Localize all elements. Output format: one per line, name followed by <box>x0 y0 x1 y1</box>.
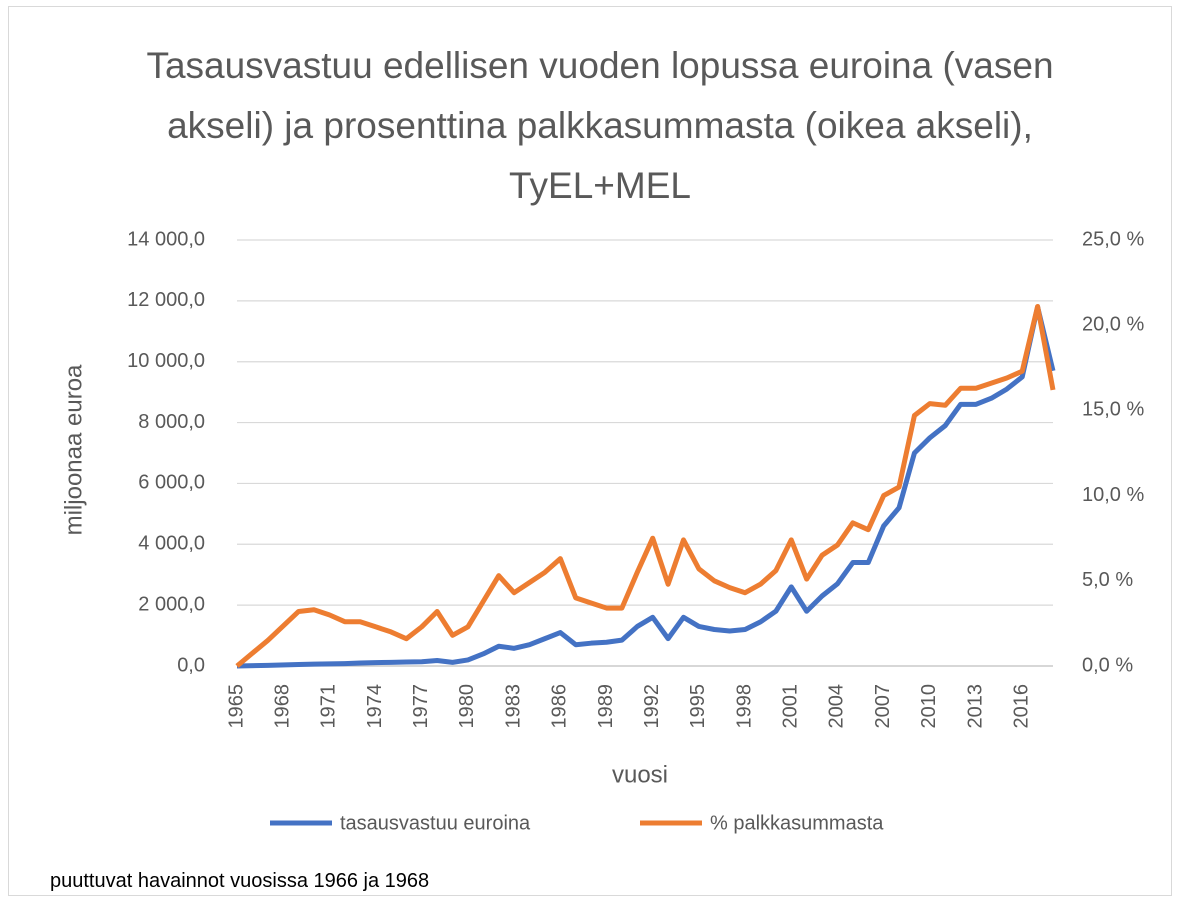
y-tick-label: 12 000,0 <box>127 289 205 311</box>
y-tick-label: 14 000,0 <box>127 228 205 250</box>
footnote: puuttuvat havainnot vuosissa 1966 ja 196… <box>50 870 430 892</box>
x-axis-label: vuosi <box>612 761 668 788</box>
y-tick-label: 2 000,0 <box>138 593 205 615</box>
y-tick-label: 0,0 <box>177 654 205 676</box>
x-tick-label: 1989 <box>595 684 617 729</box>
y2-tick-label: 10,0 % <box>1082 484 1144 506</box>
x-tick-label: 2007 <box>872 684 894 729</box>
legend-label: tasausvastuu euroina <box>340 812 531 834</box>
x-tick-label: 1974 <box>364 684 386 729</box>
chart-frame <box>8 6 1172 896</box>
legend-label: % palkkasummasta <box>710 812 884 834</box>
y-tick-label: 4 000,0 <box>138 533 205 555</box>
x-tick-label: 1980 <box>456 684 478 729</box>
x-tick-label: 2016 <box>1010 684 1032 729</box>
x-tick-label: 1968 <box>271 684 293 729</box>
x-tick-label: 1986 <box>549 684 571 729</box>
y2-tick-label: 0,0 % <box>1082 654 1133 676</box>
y-axis-label: miljoonaa euroa <box>60 364 87 535</box>
y2-tick-label: 20,0 % <box>1082 313 1144 335</box>
x-tick-label: 1971 <box>318 684 340 729</box>
x-tick-label: 1998 <box>733 684 755 729</box>
x-tick-label: 1995 <box>687 684 709 729</box>
y2-tick-label: 15,0 % <box>1082 399 1144 421</box>
y-tick-label: 6 000,0 <box>138 472 205 494</box>
data-line <box>236 304 1056 669</box>
x-tick-label: 1992 <box>641 684 663 729</box>
x-tick-label: 2010 <box>918 684 940 729</box>
x-tick-label: 1977 <box>410 684 432 729</box>
y2-tick-label: 5,0 % <box>1082 569 1133 591</box>
chart-title: Tasausvastuu edellisen vuoden lopussa eu… <box>146 45 1054 206</box>
x-tick-label: 2004 <box>826 684 848 729</box>
x-tick-label: 2013 <box>964 684 986 729</box>
data-line <box>235 303 1056 668</box>
x-tick-label: 1983 <box>502 684 524 729</box>
x-tick-label: 2001 <box>780 684 802 729</box>
x-tick-label: 1965 <box>225 684 247 729</box>
y-tick-label: 8 000,0 <box>138 411 205 433</box>
y-tick-label: 10 000,0 <box>127 350 205 372</box>
y2-tick-label: 25,0 % <box>1082 228 1144 250</box>
